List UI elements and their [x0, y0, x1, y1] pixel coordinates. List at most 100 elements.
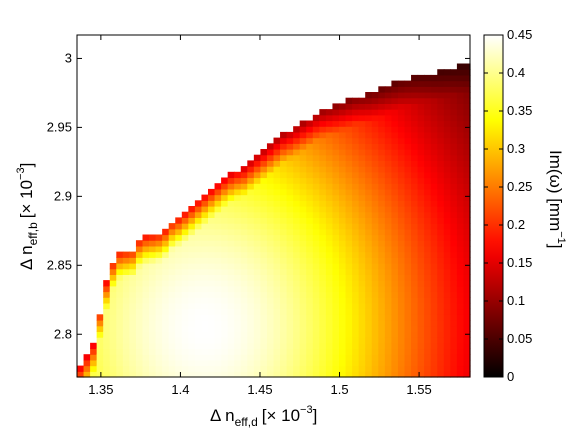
heatmap-cell [325, 200, 334, 207]
heatmap-cell [325, 171, 334, 179]
heatmap-cell [384, 114, 392, 122]
heatmap-cell [417, 120, 425, 127]
heatmap-cell [378, 206, 386, 213]
heatmap-cell [162, 337, 170, 344]
heatmap-cell [162, 291, 170, 298]
heatmap-cell [456, 171, 465, 179]
heatmap-cell [332, 263, 340, 270]
heatmap-cell [404, 137, 412, 144]
heatmap-cell [129, 348, 137, 355]
heatmap-cell [90, 354, 98, 361]
heatmap-cell [456, 206, 465, 213]
heatmap-cell [404, 217, 412, 224]
heatmap-cell [378, 131, 386, 139]
heatmap-cell [437, 103, 445, 110]
heatmap-cell [339, 120, 347, 127]
heatmap-cell [397, 274, 406, 281]
heatmap-cell [214, 291, 222, 298]
heatmap-cell [201, 297, 209, 304]
heatmap-cell [417, 154, 425, 161]
heatmap-cell [352, 126, 360, 133]
heatmap-cell [437, 228, 445, 236]
heatmap-cell [437, 131, 445, 139]
heatmap-cell [443, 194, 451, 201]
heatmap-cell [456, 166, 465, 173]
heatmap-cell [437, 177, 445, 184]
heatmap-cell [221, 348, 229, 355]
heatmap-cell [280, 359, 288, 367]
heatmap-cell [286, 200, 294, 207]
heatmap-cell [286, 365, 294, 372]
heatmap-cell [181, 314, 189, 321]
heatmap-cell [397, 109, 406, 116]
heatmap-cell [208, 211, 216, 218]
heatmap-cell [404, 314, 412, 321]
heatmap-cell [201, 206, 209, 213]
heatmap-cell [443, 251, 451, 258]
heatmap-cell [129, 274, 137, 281]
heatmap-cell [443, 183, 451, 190]
heatmap-cell [201, 240, 209, 247]
heatmap-cell [129, 314, 137, 321]
heatmap-cell [339, 331, 347, 338]
heatmap-cell [168, 365, 176, 372]
heatmap-cell [325, 206, 334, 213]
heatmap-cell [208, 206, 216, 213]
heatmap-cell [142, 320, 150, 327]
heatmap-cell [417, 217, 425, 224]
heatmap-cell [456, 154, 465, 161]
heatmap-cell [77, 371, 85, 378]
heatmap-cell [240, 325, 248, 332]
heatmap-cell [352, 268, 360, 275]
heatmap-cell [142, 257, 150, 264]
heatmap-cell [227, 177, 235, 184]
heatmap-cell [443, 200, 451, 207]
heatmap-cell [260, 359, 268, 367]
heatmap-cell [201, 348, 209, 355]
heatmap-cell [96, 365, 104, 372]
heatmap-cell [266, 297, 275, 304]
heatmap-cell [306, 234, 314, 241]
heatmap-cell [227, 331, 235, 338]
heatmap-cell [397, 188, 406, 196]
heatmap-cell [155, 291, 163, 298]
heatmap-cell [273, 263, 281, 270]
heatmap-cell [378, 371, 386, 378]
heatmap-cell [260, 217, 268, 224]
heatmap-cell [404, 183, 412, 190]
heatmap-cell [391, 160, 399, 167]
heatmap-cell [424, 359, 432, 367]
heatmap-cell [240, 228, 248, 236]
heatmap-cell [391, 177, 399, 184]
heatmap-cell [345, 200, 353, 207]
heatmap-cell [358, 331, 366, 338]
heatmap-cell [142, 354, 150, 361]
heatmap-cell [424, 206, 432, 213]
heatmap-cell [371, 177, 379, 184]
x-tick-label: 1.4 [171, 382, 189, 397]
heatmap-cell [443, 120, 451, 127]
heatmap-cell [253, 297, 261, 304]
heatmap-cell [365, 120, 373, 127]
heatmap-cell [240, 285, 248, 293]
heatmap-cell [391, 137, 399, 144]
heatmap-cell [155, 245, 163, 253]
heatmap-cell [240, 274, 248, 281]
heatmap-cell [149, 359, 157, 367]
colorbar [483, 34, 504, 378]
heatmap-cell [397, 291, 406, 298]
heatmap-cell [365, 109, 373, 116]
heatmap-cell [332, 291, 340, 298]
heatmap-cell [456, 263, 465, 270]
heatmap-cell [430, 371, 438, 378]
heatmap-cell [247, 223, 255, 230]
heatmap-cell [299, 251, 307, 258]
heatmap-cell [194, 331, 203, 338]
heatmap-cell [325, 325, 334, 332]
heatmap-cell [135, 371, 144, 378]
heatmap-cell [450, 337, 458, 344]
heatmap-cell [293, 291, 301, 298]
heatmap-cell [253, 211, 261, 218]
heatmap-cell [312, 183, 320, 190]
heatmap-cell [188, 223, 196, 230]
